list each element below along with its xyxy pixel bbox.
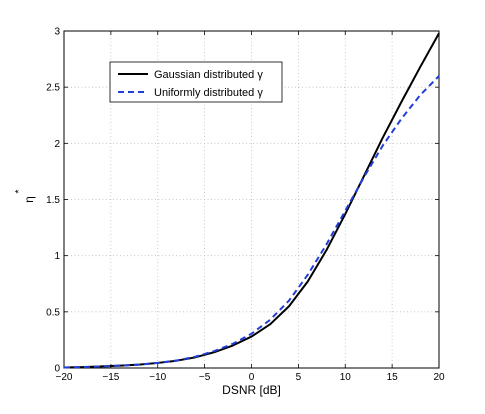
x-tick-label-4: 0 [249, 372, 255, 383]
x-tick-label-5: 5 [296, 372, 302, 383]
y-tick-label-6: 3 [54, 27, 60, 38]
y-axis-label-superscript: * [14, 189, 25, 193]
y-axis-label: η * [14, 189, 36, 202]
x-tick-label-1: −15 [102, 372, 119, 383]
x-tick-labels: −20 −15 −10 −5 0 5 10 15 20 [56, 372, 445, 383]
x-tick-label-3: −5 [199, 372, 211, 383]
legend-box [109, 61, 283, 103]
x-tick-label-8: 20 [433, 372, 445, 383]
y-tick-label-2: 1 [54, 251, 60, 262]
x-tick-label-2: −10 [149, 372, 166, 383]
y-tick-label-0: 0 [54, 364, 60, 375]
y-tick-label-1: 0.5 [46, 307, 60, 318]
legend-entry-uniform: Uniformly distributed γ [154, 87, 263, 99]
series-lines [63, 32, 440, 369]
legend: Gaussian distributed γ Uniformly distrib… [109, 61, 283, 103]
x-tick-label-0: −20 [56, 372, 73, 383]
y-tick-label-5: 2.5 [46, 83, 60, 94]
legend-entry-gaussian: Gaussian distributed γ [154, 69, 263, 81]
y-tick-label-4: 2 [54, 139, 60, 150]
x-tick-label-6: 10 [340, 372, 352, 383]
series-line-1 [63, 75, 440, 369]
x-tick-label-7: 15 [387, 372, 399, 383]
x-axis-label: DSNR [dB] [222, 383, 281, 397]
y-tick-label-3: 1.5 [46, 195, 60, 206]
y-axis-label-text: η [22, 196, 36, 203]
y-tick-labels: 0 0.5 1 1.5 2 2.5 3 [46, 27, 60, 375]
